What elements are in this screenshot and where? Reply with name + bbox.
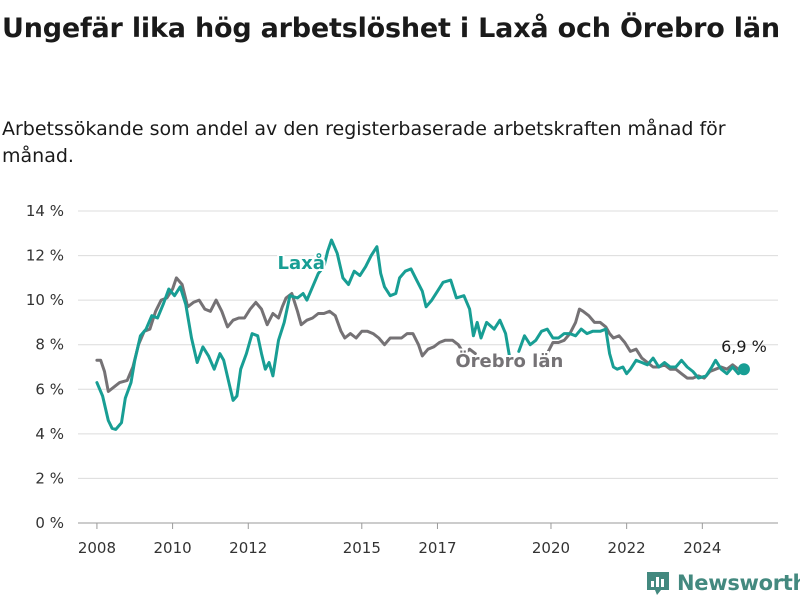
chart-title: Ungefär lika hög arbetslöshet i Laxå och… <box>2 13 780 44</box>
end-point-marker <box>737 363 750 376</box>
x-tick-label: 2008 <box>78 539 116 557</box>
y-tick-label: 6 % <box>35 380 64 398</box>
x-tick-label: 2024 <box>683 539 721 557</box>
y-tick-label: 14 % <box>26 202 64 220</box>
x-tick-label: 2022 <box>608 539 646 557</box>
y-axis-ticks: 0 % 2 % 4 % 6 % 8 % 10 % 12 % 14 % <box>26 202 64 532</box>
chart-subtitle: Arbetssökande som andel av den registerb… <box>2 118 726 167</box>
x-tick-label: 2017 <box>418 539 456 557</box>
chart-logo-icon <box>647 572 669 595</box>
brand-name: Newsworthy <box>677 571 800 595</box>
series-labels: Laxå Örebro län 6,9 % <box>276 250 767 376</box>
series-line-laxa <box>95 238 746 431</box>
series-label-laxa: Laxå <box>278 252 325 274</box>
x-tick-label: 2010 <box>154 539 192 557</box>
series-label-orebro: Örebro län <box>455 350 563 372</box>
gridlines <box>78 210 778 524</box>
y-tick-label: 10 % <box>26 291 64 309</box>
series-lines <box>95 238 746 431</box>
newsworthy-logo: Newsworthy <box>645 568 800 598</box>
x-tick-label: 2012 <box>229 539 267 557</box>
y-tick-label: 12 % <box>26 247 64 265</box>
x-tick-label: 2020 <box>532 539 570 557</box>
y-tick-label: 8 % <box>35 336 64 354</box>
end-value-label: 6,9 % <box>721 337 767 356</box>
y-tick-label: 0 % <box>35 514 64 532</box>
y-tick-label: 4 % <box>35 425 64 443</box>
x-tick-label: 2015 <box>343 539 381 557</box>
series-line-orebro <box>95 276 746 393</box>
x-axis-ticks: 2008 2010 2012 2015 2017 2020 2022 2024 <box>78 523 721 557</box>
y-tick-label: 2 % <box>35 469 64 487</box>
